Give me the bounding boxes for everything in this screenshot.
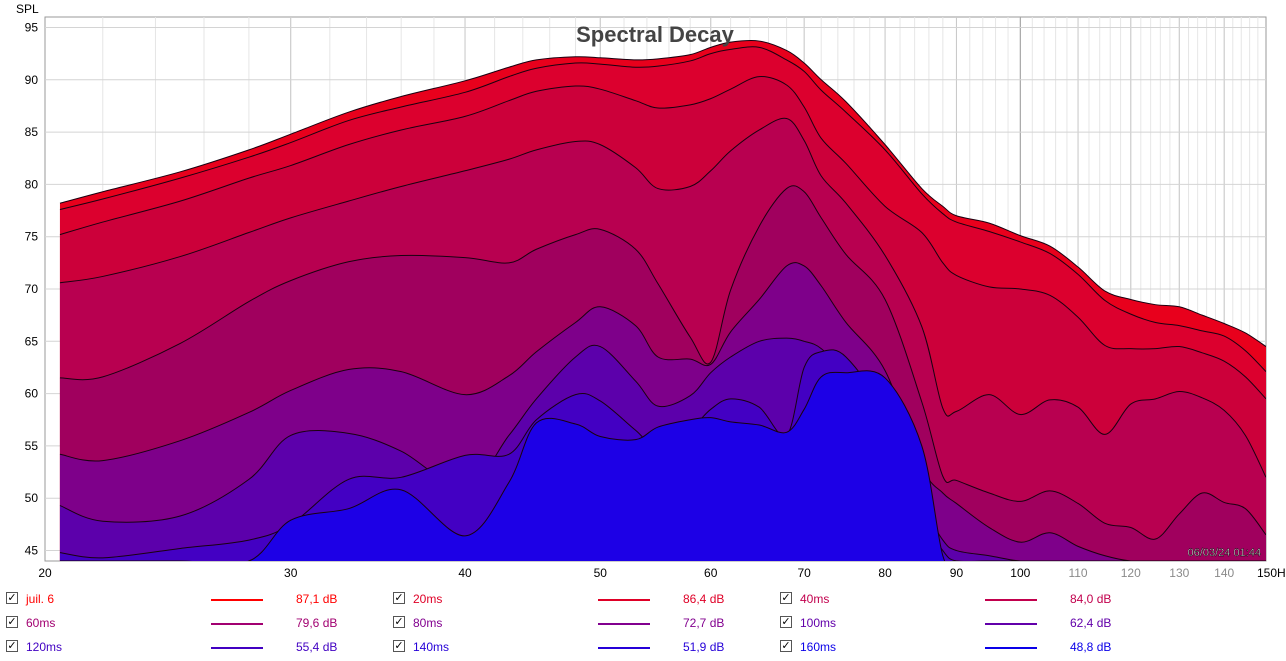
legend-line-swatch (598, 647, 650, 649)
legend-item[interactable]: ✓ 100ms 62,4 dB (780, 614, 1160, 632)
y-tick-label: 70 (25, 282, 39, 296)
legend-value: 51,9 dB (683, 640, 725, 654)
series-line (59, 117, 1266, 478)
timestamp: 06/03/24 01:44 (1188, 547, 1261, 559)
y-axis-label: SPL (16, 2, 39, 16)
y-tick-label: 90 (25, 73, 39, 87)
legend-checkbox[interactable]: ✓ (6, 615, 18, 628)
legend-value: 84,0 dB (1070, 592, 1112, 606)
x-axis-ticks: 20 30 40 50 60 70 80 90 100 110 120 130 140 150Hz (38, 566, 1286, 580)
series-line (59, 76, 1266, 400)
legend: ✓ juil. 6 87,1 dB ✓ 20ms 86,4 dB ✓ 40ms 84,0 dB ✓… (0, 588, 1286, 658)
series-line (59, 39, 1266, 347)
y-tick-label: 95 (25, 20, 39, 34)
legend-line-swatch (211, 623, 263, 625)
series-8 (59, 370, 1266, 561)
x-tick-label: 70 (797, 566, 811, 580)
legend-series-name: 100ms (800, 616, 837, 630)
x-tick-label: 40 (458, 566, 472, 580)
legend-value: 86,4 dB (683, 592, 725, 606)
x-tick-label: 30 (284, 566, 298, 580)
y-tick-label: 45 (25, 544, 39, 558)
y-tick-label: 60 (25, 387, 39, 401)
legend-checkbox[interactable]: ✓ (780, 615, 792, 628)
decay-series-areas (59, 39, 1266, 561)
legend-line-swatch (211, 599, 263, 601)
series-line (59, 349, 1266, 561)
legend-checkbox[interactable]: ✓ (393, 615, 405, 628)
y-tick-label: 85 (25, 125, 39, 139)
legend-line-swatch (211, 647, 263, 649)
x-tick-label: 100 (1010, 566, 1030, 580)
legend-line-swatch (985, 623, 1037, 625)
legend-value: 72,7 dB (683, 616, 725, 630)
legend-item[interactable]: ✓ 60ms 79,6 dB (6, 614, 386, 632)
legend-item[interactable]: ✓ 120ms 55,4 dB (6, 638, 386, 656)
legend-value: 62,4 dB (1070, 616, 1112, 630)
y-tick-label: 65 (25, 334, 39, 348)
y-tick-label: 80 (25, 177, 39, 191)
legend-checkbox[interactable]: ✓ (780, 639, 792, 652)
y-tick-label: 50 (25, 491, 39, 505)
legend-item[interactable]: ✓ 160ms 48,8 dB (780, 638, 1160, 656)
legend-checkbox[interactable]: ✓ (6, 591, 18, 604)
legend-checkbox[interactable]: ✓ (393, 639, 405, 652)
legend-item[interactable]: ✓ juil. 6 87,1 dB (6, 590, 386, 608)
series-line (59, 185, 1266, 540)
series-line (59, 370, 1266, 561)
legend-series-name: 140ms (413, 640, 450, 654)
legend-item[interactable]: ✓ 140ms 51,9 dB (393, 638, 773, 656)
x-tick-label: 60 (704, 566, 718, 580)
x-tick-label: 20 (38, 566, 52, 580)
legend-value: 55,4 dB (296, 640, 338, 654)
legend-checkbox[interactable]: ✓ (780, 591, 792, 604)
legend-series-name: juil. 6 (26, 592, 55, 606)
legend-item[interactable]: ✓ 80ms 72,7 dB (393, 614, 773, 632)
spectral-decay-chart: 45 50 55 60 65 70 75 80 85 90 95 20 30 40 50 60 70 80 90 1… (16, 2, 1286, 580)
legend-item[interactable]: ✓ 40ms 84,0 dB (780, 590, 1160, 608)
series-area (59, 370, 1266, 561)
x-tick-label: 50 (594, 566, 608, 580)
series-line (59, 337, 1266, 561)
y-tick-label: 75 (25, 230, 39, 244)
x-tick-label: 90 (950, 566, 964, 580)
series-line (59, 46, 1266, 372)
legend-checkbox[interactable]: ✓ (6, 639, 18, 652)
legend-series-name: 160ms (800, 640, 837, 654)
legend-line-swatch (598, 623, 650, 625)
legend-series-name: 80ms (413, 616, 443, 630)
legend-value: 48,8 dB (1070, 640, 1112, 654)
legend-value: 79,6 dB (296, 616, 338, 630)
x-tick-label: 80 (878, 566, 892, 580)
series-line (59, 262, 1266, 561)
legend-series-name: 120ms (26, 640, 63, 654)
x-tick-label: 110 (1068, 566, 1087, 580)
legend-line-swatch (985, 599, 1037, 601)
legend-checkbox[interactable]: ✓ (393, 591, 405, 604)
x-tick-label: 120 (1121, 566, 1141, 580)
y-axis-ticks: 45 50 55 60 65 70 75 80 85 90 95 (25, 20, 39, 557)
legend-line-swatch (985, 647, 1037, 649)
legend-series-name: 40ms (800, 592, 830, 606)
x-tick-label: 140 (1214, 566, 1234, 580)
legend-line-swatch (598, 599, 650, 601)
y-tick-label: 55 (25, 439, 39, 453)
chart-title: Spectral Decay (576, 22, 735, 47)
legend-item[interactable]: ✓ 20ms 86,4 dB (393, 590, 773, 608)
legend-value: 87,1 dB (296, 592, 338, 606)
legend-series-name: 20ms (413, 592, 443, 606)
x-tick-label: 130 (1169, 566, 1189, 580)
legend-series-name: 60ms (26, 616, 56, 630)
x-tick-label: 150Hz (1257, 566, 1286, 580)
